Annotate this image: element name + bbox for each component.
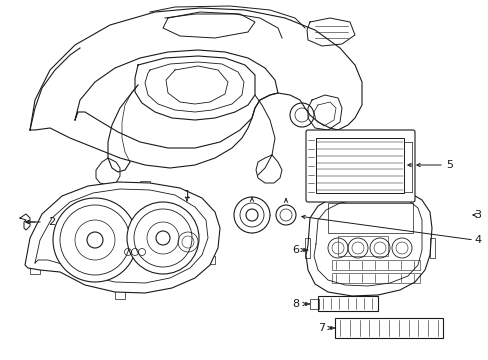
Bar [337,236,387,256]
Bar [327,203,412,233]
Polygon shape [25,182,220,293]
Bar [309,299,318,309]
Bar [305,238,309,258]
Text: 7: 7 [318,323,325,333]
Circle shape [275,205,295,225]
Bar [115,291,125,299]
Bar [429,238,434,258]
Bar [140,181,150,189]
Text: 6: 6 [292,245,299,255]
Bar [30,266,40,274]
Bar [315,138,403,193]
Text: 1: 1 [183,190,190,200]
Polygon shape [305,191,431,296]
Bar [204,256,215,264]
Text: 2: 2 [48,217,56,227]
Circle shape [127,202,199,274]
Bar [334,318,442,338]
Circle shape [234,197,269,233]
Text: 4: 4 [473,235,481,245]
Text: 8: 8 [292,299,299,309]
Text: 5: 5 [446,160,452,170]
Bar [331,273,419,283]
Bar [317,296,377,311]
Bar [331,260,419,270]
Circle shape [53,198,137,282]
FancyBboxPatch shape [305,130,414,202]
Text: 3: 3 [473,210,481,220]
